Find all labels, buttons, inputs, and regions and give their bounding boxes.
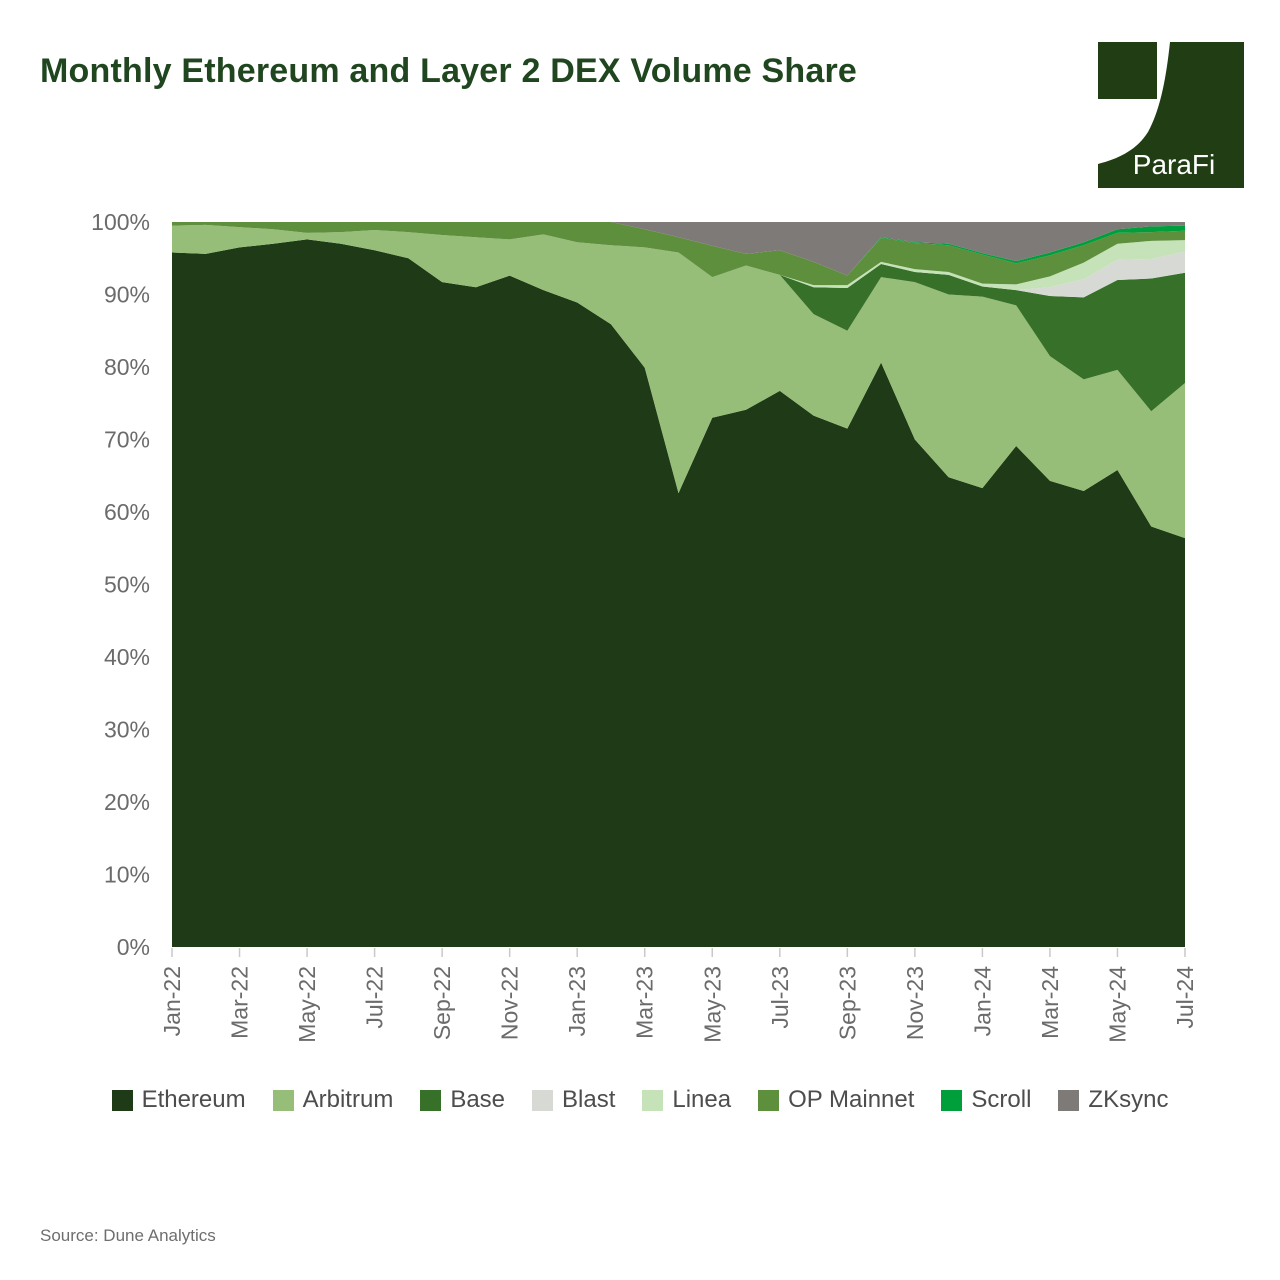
x-axis-label: Mar-23 — [632, 966, 658, 1039]
y-axis-label: 10% — [104, 862, 150, 888]
area-blast — [172, 224, 1185, 298]
legend-swatch-icon — [941, 1089, 963, 1111]
area-ethereum — [172, 239, 1185, 947]
y-axis-label: 80% — [104, 354, 150, 380]
x-axis-label: Jan-23 — [564, 966, 590, 1036]
stacked-area-chart: 0% 10% 20% 30% 40% 50% 60% 70% 80% 90% 100% Jan-22 M… — [91, 209, 1198, 1043]
logo-swoosh-icon — [1098, 42, 1244, 188]
x-axis-label: Jan-24 — [969, 966, 995, 1037]
x-axis-label: Jul-22 — [362, 966, 388, 1029]
legend-swatch-icon — [272, 1089, 294, 1111]
x-axis-label: May-22 — [294, 966, 320, 1043]
legend-swatch-icon — [642, 1089, 664, 1111]
logo-square-icon — [1098, 42, 1157, 99]
y-axis-label: 0% — [117, 934, 150, 960]
legend-swatch-icon — [758, 1089, 780, 1111]
legend-item-base: Base — [420, 1086, 505, 1114]
legend-item-blast: Blast — [532, 1086, 615, 1114]
x-axis-label: Jul-24 — [1172, 966, 1198, 1029]
legend-item-op-mainnet: OP Mainnet — [758, 1086, 914, 1114]
y-axis-label: 60% — [104, 499, 150, 525]
x-axis-label: Sep-23 — [834, 966, 860, 1040]
legend-label: ZKsync — [1088, 1086, 1169, 1113]
legend-item-ethereum: Ethereum — [111, 1086, 246, 1114]
y-axis-label: 90% — [104, 282, 150, 308]
legend-label: Linea — [672, 1086, 732, 1113]
legend-label: OP Mainnet — [788, 1086, 915, 1113]
legend-swatch-icon — [532, 1089, 554, 1111]
y-axis-label: 100% — [91, 209, 150, 235]
legend-item-zksync: ZKsync — [1058, 1086, 1168, 1114]
legend-swatch-icon — [111, 1089, 133, 1111]
legend-label: Arbitrum — [302, 1086, 394, 1113]
x-axis-label: May-24 — [1104, 966, 1130, 1043]
x-axis-label: Sep-22 — [429, 966, 455, 1040]
chart-title: Monthly Ethereum and Layer 2 DEX Volume … — [40, 52, 858, 90]
y-axis-label: 70% — [104, 427, 150, 453]
x-axis-label: Mar-24 — [1037, 966, 1063, 1039]
legend-swatch-icon — [420, 1089, 442, 1111]
legend-item-scroll: Scroll — [941, 1086, 1031, 1114]
y-axis-label: 30% — [104, 717, 150, 743]
logo-text: ParaFi — [1133, 149, 1215, 180]
chart-legend: Ethereum Arbitrum Base Blast Linea OP Mainnet… — [0, 1086, 1280, 1114]
source-note: Source: Dune Analytics — [40, 1226, 216, 1245]
x-axis-label: Nov-23 — [902, 966, 928, 1040]
legend-label: Scroll — [971, 1086, 1032, 1113]
legend-label: Base — [450, 1086, 506, 1113]
legend-item-arbitrum: Arbitrum — [272, 1086, 394, 1114]
x-axis-label: May-23 — [699, 966, 725, 1043]
area-zksync — [172, 222, 1185, 276]
y-axis-label: 20% — [104, 789, 150, 815]
legend-item-linea: Linea — [642, 1086, 731, 1114]
legend-label: Ethereum — [141, 1086, 246, 1113]
area-op-mainnet — [172, 222, 1185, 286]
x-axis-label: Jul-23 — [767, 966, 793, 1029]
y-axis-label: 50% — [104, 572, 150, 598]
x-axis-label: Jan-22 — [159, 966, 185, 1036]
legend-swatch-icon — [1058, 1089, 1080, 1111]
legend-label: Blast — [562, 1086, 616, 1113]
x-axis-label: Nov-22 — [497, 966, 523, 1040]
x-axis-label: Mar-22 — [227, 966, 253, 1039]
parafi-logo: ParaFi — [1098, 42, 1244, 188]
area-arbitrum — [172, 224, 1185, 539]
y-axis-label: 40% — [104, 644, 150, 670]
